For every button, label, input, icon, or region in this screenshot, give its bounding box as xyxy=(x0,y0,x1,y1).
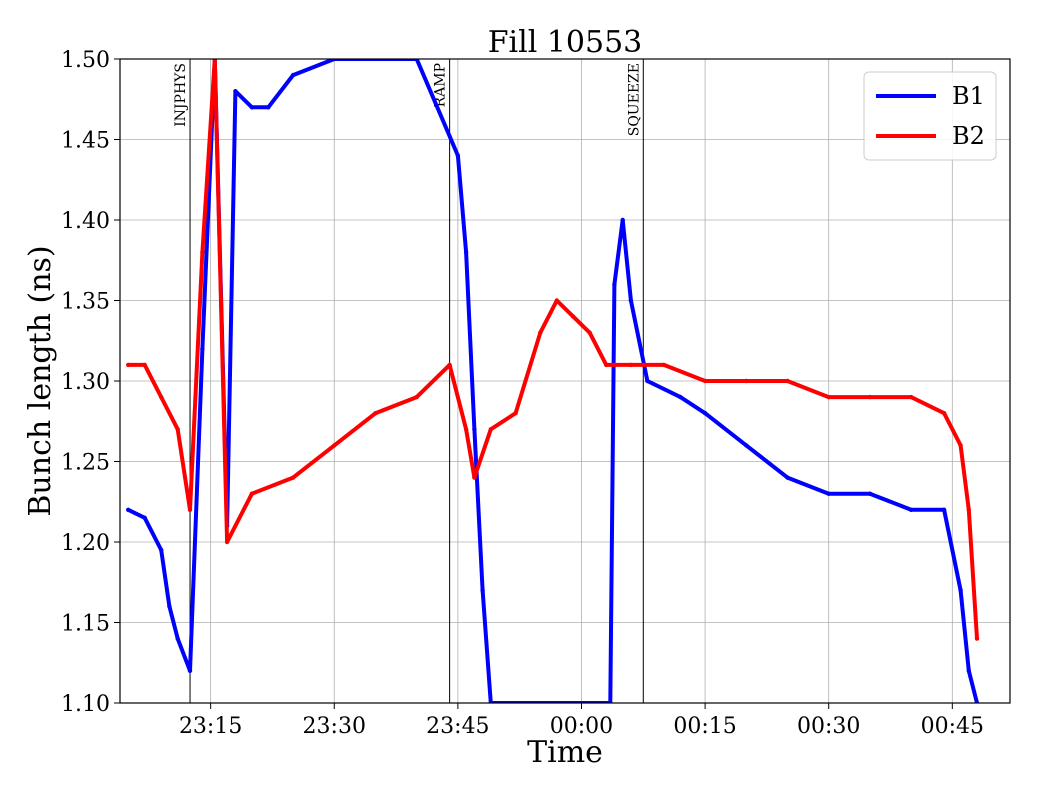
data-point-b1 xyxy=(455,153,461,158)
data-point-b2 xyxy=(958,443,963,448)
data-point-b2 xyxy=(463,427,469,432)
data-point-b2 xyxy=(587,330,592,335)
data-point-b2 xyxy=(200,250,205,255)
data-point-b2 xyxy=(974,636,980,641)
series-line-b1 xyxy=(127,59,979,703)
data-point-b1 xyxy=(826,491,831,496)
data-point-b1 xyxy=(142,515,147,520)
data-point-b2 xyxy=(447,362,452,368)
y-tick-label: 1.40 xyxy=(61,209,110,234)
data-point-b1 xyxy=(480,588,485,593)
data-point-b1 xyxy=(628,298,634,303)
x-tick-label: 00:15 xyxy=(673,714,736,739)
data-point-b1 xyxy=(867,491,873,496)
data-point-b1 xyxy=(678,394,683,400)
data-point-b1 xyxy=(785,475,790,480)
data-point-b2 xyxy=(224,539,230,545)
x-axis-label: Time xyxy=(527,735,603,770)
x-tick-label: 00:00 xyxy=(550,714,613,739)
data-point-b1 xyxy=(266,105,271,110)
data-point-b1 xyxy=(612,282,617,287)
data-point-b1 xyxy=(233,89,238,94)
event-label: SQUEEZE xyxy=(626,63,642,136)
data-point-b2 xyxy=(538,330,543,335)
x-tick-label: 23:30 xyxy=(303,714,366,739)
data-point-b1 xyxy=(744,443,749,448)
data-point-b2 xyxy=(554,298,559,303)
data-point-b2 xyxy=(661,362,667,368)
data-point-b1 xyxy=(249,105,255,110)
data-point-b2 xyxy=(290,475,296,480)
y-axis-label: Bunch length (ns) xyxy=(23,245,58,516)
x-tick-label: 23:15 xyxy=(179,714,242,739)
data-point-b1 xyxy=(290,72,296,78)
data-point-b2 xyxy=(159,394,164,400)
y-tick-label: 1.35 xyxy=(61,290,110,315)
legend-label-b1: B1 xyxy=(952,82,985,110)
data-point-b2 xyxy=(867,394,873,400)
data-point-b1 xyxy=(620,217,625,223)
y-tick-label: 1.50 xyxy=(61,48,110,73)
data-point-b2 xyxy=(744,378,749,384)
data-point-b2 xyxy=(187,507,193,512)
data-point-b2 xyxy=(908,394,914,400)
data-point-b2 xyxy=(414,394,419,400)
data-point-b2 xyxy=(373,411,378,416)
y-tick-label: 1.25 xyxy=(61,451,110,476)
data-point-b2 xyxy=(513,411,518,416)
data-point-b2 xyxy=(966,507,971,512)
data-point-b1 xyxy=(200,346,205,351)
data-point-b2 xyxy=(472,475,477,480)
data-point-b2 xyxy=(785,378,790,384)
event-markers: INJPHYS RAMP SQUEEZE xyxy=(173,59,644,703)
y-tick-label: 1.10 xyxy=(61,692,110,717)
data-point-b1 xyxy=(941,507,947,512)
data-point-b2 xyxy=(702,378,708,384)
axis-ticks: 23:15 23:30 23:45 00:00 00:15 00:30 00:45 1.10 1… xyxy=(61,48,984,739)
y-tick-label: 1.45 xyxy=(61,129,110,154)
data-point-b2 xyxy=(249,491,255,496)
y-tick-label: 1.30 xyxy=(61,370,110,395)
event-label: RAMP xyxy=(433,63,449,107)
y-tick-label: 1.15 xyxy=(61,612,110,637)
data-point-b1 xyxy=(645,378,650,384)
legend-label-b2: B2 xyxy=(952,122,985,150)
data-point-b1 xyxy=(175,636,180,641)
chart-title: Fill 10553 xyxy=(488,25,643,60)
data-point-b2 xyxy=(628,362,634,368)
y-tick-label: 1.20 xyxy=(61,531,110,556)
x-tick-label: 00:45 xyxy=(921,714,984,739)
data-point-b1 xyxy=(167,604,172,609)
data-point-b2 xyxy=(142,362,147,368)
data-point-b2 xyxy=(604,362,609,368)
data-point-b1 xyxy=(126,507,131,512)
data-point-b1 xyxy=(702,411,708,416)
data-point-b1 xyxy=(908,507,914,512)
data-point-b1 xyxy=(463,250,469,255)
data-point-b1 xyxy=(966,668,971,673)
data-point-b2 xyxy=(175,427,180,432)
data-point-b2 xyxy=(571,314,576,319)
x-tick-label: 23:45 xyxy=(426,714,489,739)
data-point-b2 xyxy=(826,394,831,400)
data-point-b1 xyxy=(187,668,193,673)
series-lines xyxy=(126,59,980,703)
data-point-b1 xyxy=(159,547,164,553)
event-label: INJPHYS xyxy=(173,63,189,127)
data-point-b1 xyxy=(472,427,477,432)
data-point-b2 xyxy=(126,362,131,368)
x-tick-label: 00:30 xyxy=(797,714,860,739)
data-point-b2 xyxy=(488,427,493,432)
data-point-b2 xyxy=(332,443,337,448)
data-point-b2 xyxy=(941,411,947,416)
data-point-b1 xyxy=(958,588,963,593)
